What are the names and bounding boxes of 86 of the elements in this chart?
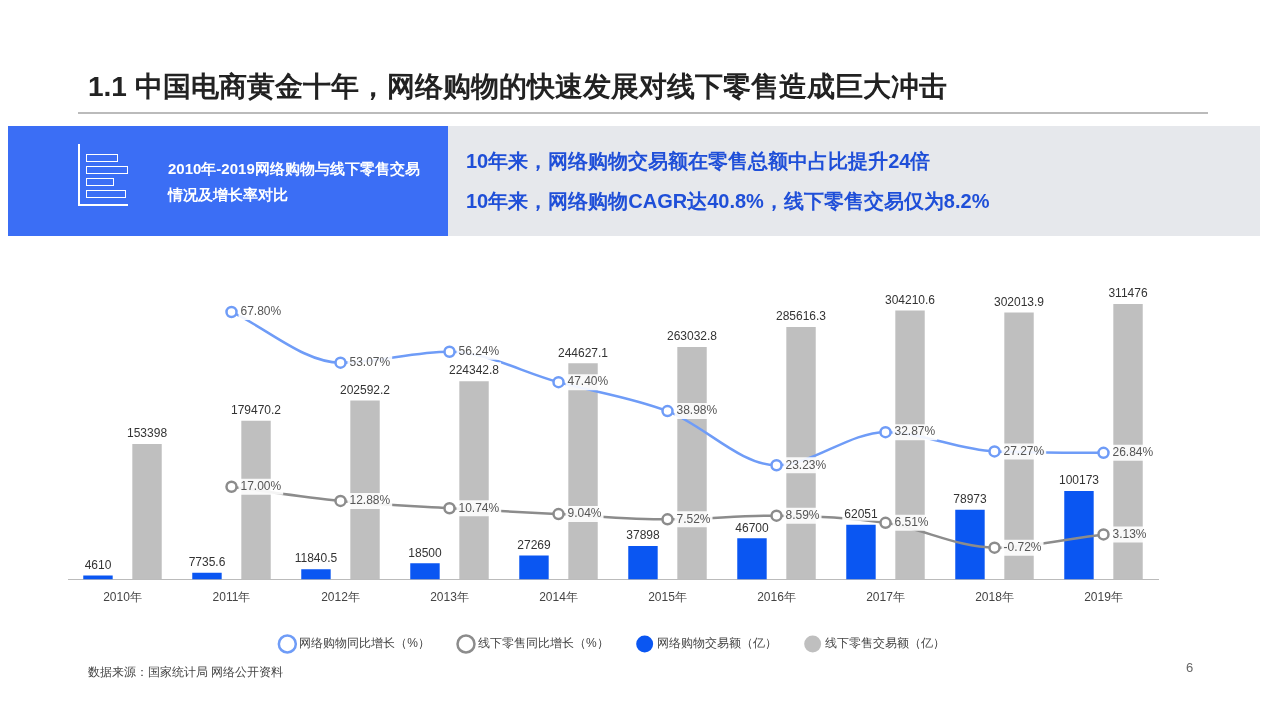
data-label: 153398	[127, 426, 168, 441]
data-label: 37898	[626, 528, 660, 543]
point	[552, 507, 565, 521]
data-label: 224342.8	[448, 363, 500, 378]
data-label: 304210.6	[884, 292, 936, 307]
point	[443, 502, 456, 515]
data-label: 3.13%	[1112, 526, 1147, 541]
point	[334, 494, 347, 508]
x-tick-label: 2012年	[321, 590, 360, 605]
chart-title: 1.1 中国电商黄金十年，网络购物的快速发展对线下零售造成巨大冲击	[88, 70, 947, 104]
point	[225, 480, 238, 493]
x-tick-label: 2011年	[212, 590, 251, 605]
bar	[628, 546, 658, 580]
point	[1097, 528, 1110, 541]
data-label: 311476	[1108, 286, 1148, 301]
point	[334, 356, 347, 369]
data-label: 302013.9	[993, 294, 1045, 309]
x-tick-label: 2019年	[1084, 590, 1123, 605]
data-label: 7.52%	[676, 511, 711, 526]
data-label: 12.88%	[349, 493, 391, 508]
data-label: 47.40%	[567, 374, 609, 389]
bar	[846, 524, 876, 580]
data-label: 11840.5	[294, 551, 338, 566]
legend-label: 网络购物交易额（亿）	[656, 636, 777, 651]
point	[988, 445, 1001, 458]
text: 10年来，网络购物CAGR达40.8%，线下零售交易仅为8.2%	[466, 189, 990, 214]
data-label: 67.80%	[240, 304, 282, 319]
data-label: 27269	[517, 537, 551, 552]
data-label: 53.07%	[349, 354, 391, 369]
legend-label: 线下零售同比增长（%）	[478, 636, 609, 651]
data-label: 202592.2	[339, 382, 391, 397]
x-tick-label: 2010年	[103, 590, 142, 605]
data-label: 244627.1	[557, 345, 609, 360]
data-label: -0.72%	[1003, 539, 1042, 554]
data-label: 17.00%	[240, 479, 282, 494]
point	[661, 404, 674, 418]
point	[879, 425, 892, 439]
data-label: 263032.8	[666, 329, 718, 344]
data-label: 100173	[1058, 473, 1100, 488]
point	[1097, 446, 1110, 460]
data-label: 10.74%	[458, 500, 500, 515]
bar	[737, 538, 767, 580]
data-label: 179470.2	[230, 403, 282, 418]
legend-label: 网络购物同比增长（%）	[299, 636, 430, 651]
data-label: 32.87%	[894, 424, 936, 439]
data-label: 78973	[953, 492, 987, 507]
point	[552, 375, 565, 389]
data-label: 7735.6	[188, 555, 226, 570]
point	[661, 513, 674, 526]
data-label: 8.59%	[785, 507, 820, 522]
text: 10年来，网络购物交易额在零售总额中占比提升24倍	[466, 149, 931, 174]
data-label: 46700	[735, 520, 769, 535]
x-tick-label: 2015年	[648, 590, 687, 605]
data-label: 62051	[844, 507, 878, 522]
point	[443, 345, 456, 358]
point	[770, 459, 783, 472]
data-label: 23.23%	[785, 457, 827, 472]
bar	[955, 509, 985, 580]
x-tick-label: 2018年	[975, 590, 1014, 605]
chart-subtitle: 2010年-2019网络购物与线下零售交易情况及增长率对比	[168, 159, 421, 205]
bar	[1064, 490, 1094, 580]
point	[770, 509, 783, 522]
x-tick-label: 2013年	[430, 590, 469, 605]
point	[988, 541, 1001, 554]
x-tick-label: 2014年	[539, 590, 578, 605]
data-label: 38.98%	[676, 403, 718, 418]
data-label: 9.04%	[567, 506, 602, 521]
point	[225, 305, 238, 319]
data-label: 56.24%	[458, 344, 500, 359]
bar	[132, 443, 162, 580]
text: 6	[1186, 660, 1194, 675]
data-label: 6.51%	[894, 515, 929, 530]
x-tick-label: 2016年	[757, 590, 796, 605]
data-label: 26.84%	[1112, 445, 1154, 460]
bar	[410, 563, 440, 580]
bar	[301, 569, 331, 580]
x-tick-label: 2017年	[866, 590, 905, 605]
data-label: 27.27%	[1003, 443, 1045, 458]
bar	[192, 572, 222, 580]
point	[879, 516, 892, 530]
source-note: 数据来源：国家统计局 网络公开资料	[88, 664, 284, 681]
data-label: 285616.3	[775, 309, 827, 324]
data-label: 18500	[408, 545, 442, 560]
data-label: 4610	[84, 557, 112, 572]
bar	[519, 555, 549, 580]
legend-label: 线下零售交易额（亿）	[824, 636, 945, 651]
